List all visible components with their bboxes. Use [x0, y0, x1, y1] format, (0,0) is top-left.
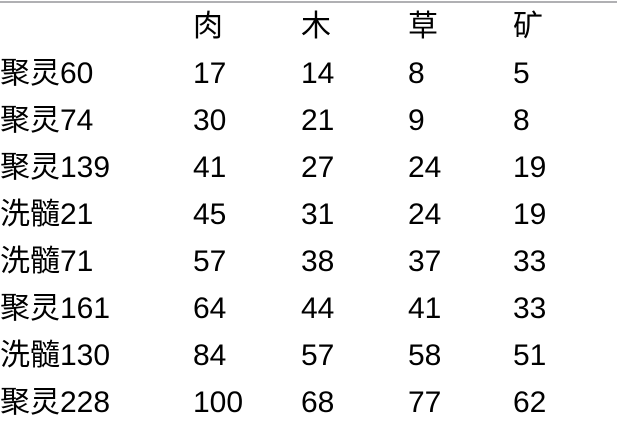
cell-meat-value[interactable]: 84 [193, 338, 227, 372]
row-label-cell[interactable]: 聚灵228 [0, 385, 111, 419]
cell-grass-value[interactable]: 24 [408, 150, 442, 184]
header-cell-blank[interactable] [0, 3, 193, 50]
cell-grass-value[interactable]: 41 [408, 291, 442, 325]
table-row: 聚灵161 64 44 41 33 [0, 285, 617, 332]
cell-ore-value[interactable]: 19 [513, 197, 547, 231]
header-cell-ore[interactable]: 矿 [513, 9, 543, 43]
cell-wood-value[interactable]: 31 [301, 197, 335, 231]
cell-ore-value[interactable]: 51 [513, 338, 547, 372]
header-cell-meat[interactable]: 肉 [193, 9, 223, 43]
row-label-cell[interactable]: 聚灵161 [0, 291, 111, 325]
table-row: 聚灵60 17 14 8 5 [0, 50, 617, 97]
cell-wood-value[interactable]: 68 [301, 385, 335, 419]
cell-meat-value[interactable]: 57 [193, 244, 227, 278]
row-label-cell[interactable]: 聚灵139 [0, 150, 111, 184]
cell-grass-value[interactable]: 8 [408, 56, 425, 90]
table-row: 聚灵228 100 68 77 62 [0, 379, 617, 426]
cell-ore-value[interactable]: 62 [513, 385, 547, 419]
row-label-cell[interactable]: 聚灵74 [0, 103, 94, 137]
table-row: 洗髓21 45 31 24 19 [0, 191, 617, 238]
cell-grass-value[interactable]: 77 [408, 385, 442, 419]
cell-meat-value[interactable]: 30 [193, 103, 227, 137]
row-label-cell[interactable]: 洗髓21 [0, 197, 94, 231]
table-row: 洗髓130 84 57 58 51 [0, 332, 617, 379]
cell-wood-value[interactable]: 44 [301, 291, 335, 325]
cell-meat-value[interactable]: 100 [193, 385, 244, 419]
cell-wood-value[interactable]: 27 [301, 150, 335, 184]
cell-ore-value[interactable]: 8 [513, 103, 530, 137]
row-label-cell[interactable]: 洗髓71 [0, 244, 94, 278]
cell-meat-value[interactable]: 45 [193, 197, 227, 231]
cell-meat-value[interactable]: 41 [193, 150, 227, 184]
cell-ore-value[interactable]: 19 [513, 150, 547, 184]
cell-grass-value[interactable]: 24 [408, 197, 442, 231]
cell-ore-value[interactable]: 33 [513, 244, 547, 278]
table-row: 聚灵74 30 21 9 8 [0, 97, 617, 144]
top-border-line [0, 1, 617, 3]
cell-wood-value[interactable]: 21 [301, 103, 335, 137]
resource-cost-table: 肉 木 草 矿 聚灵60 17 14 8 5 聚灵74 30 21 9 8 聚灵… [0, 3, 617, 426]
cell-grass-value[interactable]: 9 [408, 103, 425, 137]
row-label-cell[interactable]: 聚灵60 [0, 56, 94, 90]
row-label-cell[interactable]: 洗髓130 [0, 338, 111, 372]
cell-wood-value[interactable]: 38 [301, 244, 335, 278]
header-row: 肉 木 草 矿 [0, 3, 617, 50]
cell-ore-value[interactable]: 5 [513, 56, 530, 90]
cell-grass-value[interactable]: 58 [408, 338, 442, 372]
cell-meat-value[interactable]: 17 [193, 56, 227, 90]
cell-meat-value[interactable]: 64 [193, 291, 227, 325]
cell-grass-value[interactable]: 37 [408, 244, 442, 278]
table-row: 洗髓71 57 38 37 33 [0, 238, 617, 285]
header-cell-grass[interactable]: 草 [408, 9, 438, 43]
cell-wood-value[interactable]: 57 [301, 338, 335, 372]
cell-wood-value[interactable]: 14 [301, 56, 335, 90]
header-cell-wood[interactable]: 木 [301, 9, 331, 43]
table-row: 聚灵139 41 27 24 19 [0, 144, 617, 191]
cell-ore-value[interactable]: 33 [513, 291, 547, 325]
